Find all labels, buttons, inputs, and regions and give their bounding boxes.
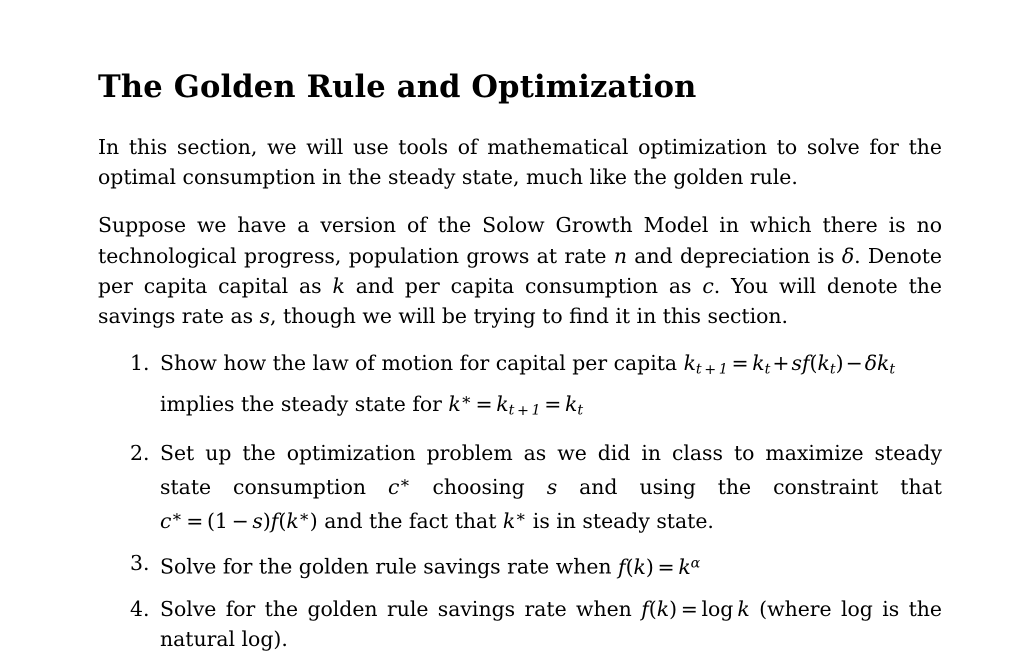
math-constraint: c∗ = (1− s)f(k∗) bbox=[160, 507, 318, 534]
math-log-production: f(k) = log k bbox=[641, 597, 750, 622]
question-2-text-5: is in steady state. bbox=[526, 509, 714, 534]
question-1-text-2: implies the steady state for bbox=[160, 392, 449, 417]
question-list: 1. Show how the law of motion for capital… bbox=[98, 348, 942, 654]
setup-text-2: and depreciation is bbox=[626, 243, 842, 268]
list-marker-3: 3. bbox=[130, 551, 150, 576]
question-2-text-2: choosing bbox=[410, 475, 547, 500]
list-marker-2: 2. bbox=[130, 440, 150, 465]
question-3-text-1: Solve for the golden rule savings rate w… bbox=[160, 554, 619, 579]
setup-text-3: . Denote per capita capital as bbox=[98, 243, 942, 298]
paragraph-intro-text: In this section, we will use tools of ma… bbox=[98, 135, 942, 190]
list-item-question-4: 4. Solve for the golden rule savings rate… bbox=[98, 594, 942, 654]
math-var-s: s bbox=[259, 304, 271, 329]
list-item-question-1: 1. Show how the law of motion for capital… bbox=[98, 348, 942, 426]
setup-text-4: and per capita consumption as bbox=[344, 273, 703, 298]
paragraph-setup: Suppose we have a version of the Solow G… bbox=[98, 210, 942, 331]
question-4-text-1: Solve for the golden rule savings rate w… bbox=[160, 597, 642, 622]
math-c-star-1: c∗ bbox=[387, 473, 411, 500]
setup-text-6: , though we will be trying to find it in… bbox=[270, 304, 789, 329]
question-2-text-4: and the fact that bbox=[317, 509, 503, 534]
math-law-of-motion: kt +1 = kt+sf(kt)−δkt bbox=[683, 351, 896, 378]
math-var-k: k bbox=[332, 273, 345, 298]
page-title: The Golden Rule and Optimization bbox=[98, 69, 697, 105]
list-item-question-3: 3. Solve for the golden rule savings rate… bbox=[98, 548, 942, 582]
question-2-text-3: and using the constraint that bbox=[557, 475, 942, 500]
math-steady-state: k∗ = kt +1 = kt bbox=[448, 390, 584, 419]
list-item-question-2: 2. Set up the optimization problem as we … bbox=[98, 438, 942, 536]
paragraph-intro: In this section, we will use tools of ma… bbox=[98, 132, 942, 192]
list-marker-1: 1. bbox=[130, 351, 150, 376]
document-content: The Golden Rule and Optimization In this… bbox=[98, 69, 942, 655]
math-var-n: n bbox=[613, 243, 627, 268]
math-var-s-2: s bbox=[546, 475, 558, 500]
setup-text-1: Suppose we have a version of the Solow G… bbox=[98, 213, 942, 268]
list-marker-4: 4. bbox=[130, 597, 150, 622]
setup-text-5: . You will denote the savings rate as bbox=[98, 273, 942, 329]
question-4-text-2: (where log is the natural log). bbox=[160, 597, 942, 652]
question-1-text-1: Show how the law of motion for capital p… bbox=[160, 351, 684, 376]
question-2-text-1: Set up the optimization problem as we di… bbox=[160, 440, 942, 500]
math-var-c: c bbox=[702, 273, 714, 298]
math-k-star-2: k∗ bbox=[502, 507, 527, 534]
math-var-delta: δ bbox=[841, 243, 855, 268]
math-cobb-douglas: f(k) = kα bbox=[618, 554, 701, 579]
